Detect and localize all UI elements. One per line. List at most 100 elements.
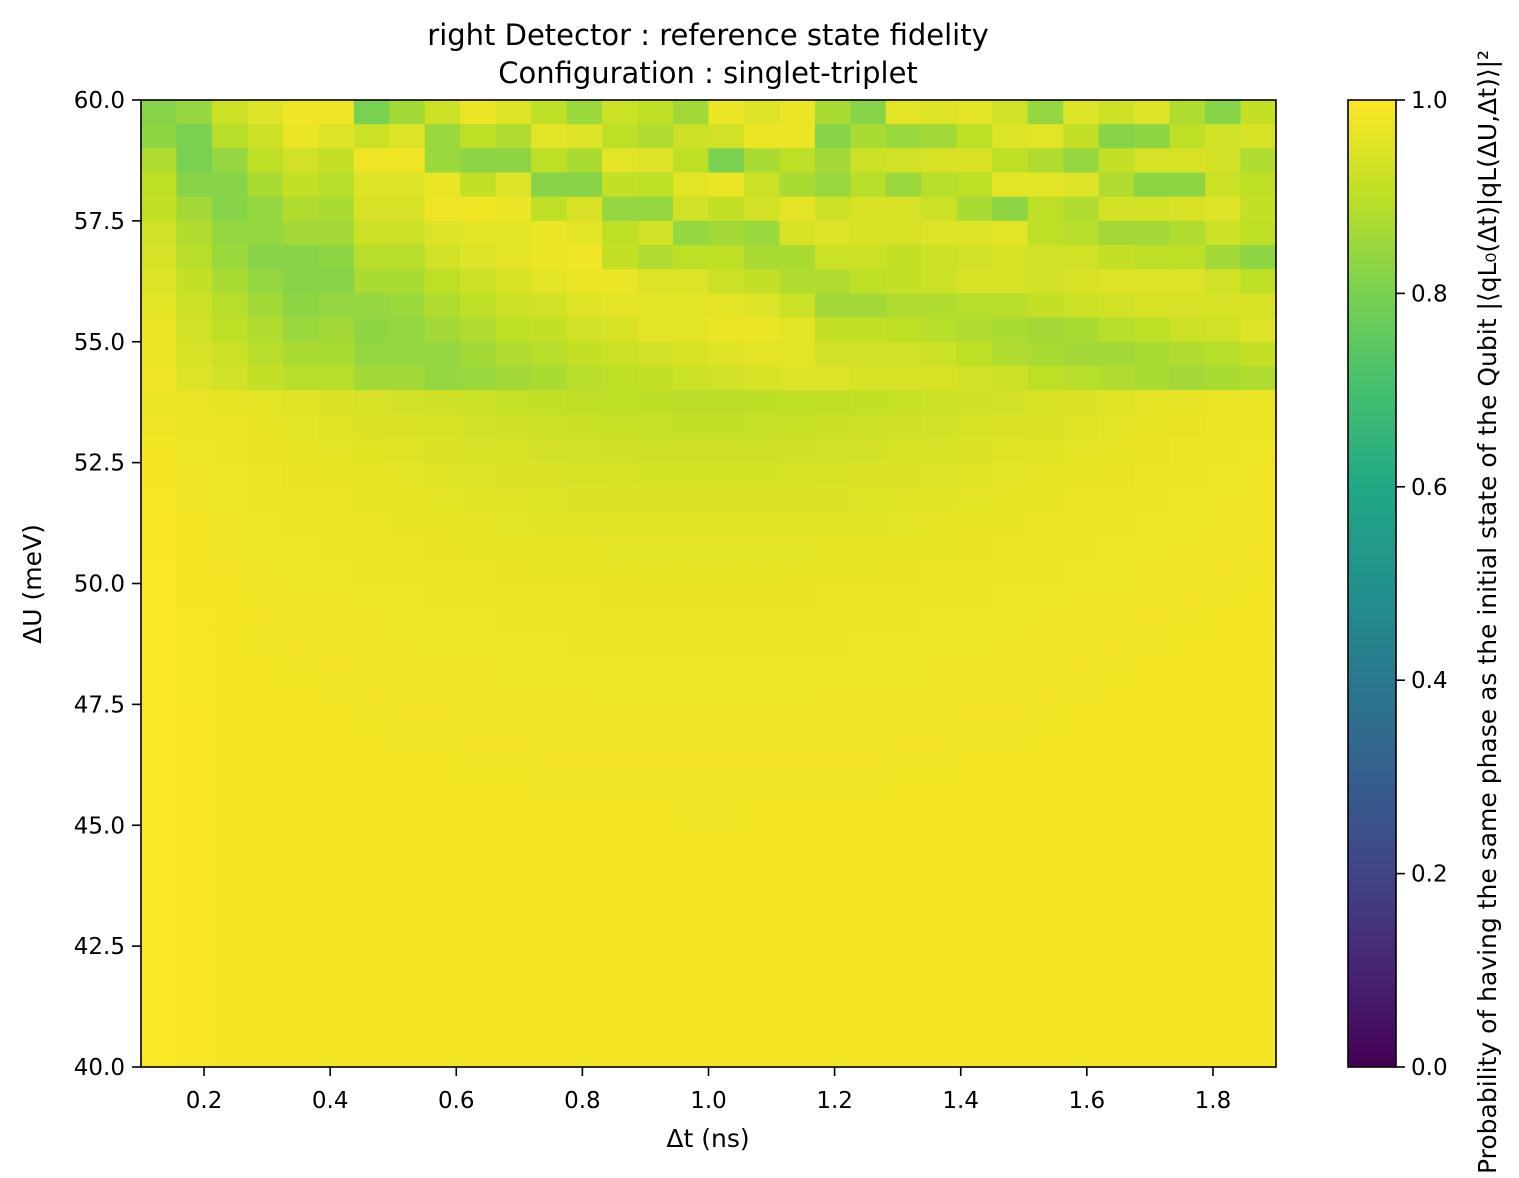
heatmap-cell: [1027, 776, 1064, 802]
heatmap-cell: [282, 607, 319, 633]
heatmap-cell: [743, 994, 781, 1020]
heatmap-cell: [211, 1018, 249, 1044]
heatmap-cell: [1169, 752, 1206, 778]
heatmap-cell: [956, 486, 993, 512]
heatmap-cell: [460, 656, 497, 681]
heatmap-cell: [1063, 438, 1100, 464]
heatmap-cell: [353, 1018, 390, 1044]
heatmap-cell: [531, 1042, 568, 1068]
heatmap-cell: [602, 994, 639, 1020]
heatmap-cell: [885, 607, 922, 633]
heatmap-cell: [566, 365, 603, 391]
heatmap-cell: [814, 994, 851, 1020]
heatmap-cell: [247, 559, 284, 585]
heatmap-cell: [176, 873, 213, 899]
heatmap-cell: [247, 801, 284, 826]
heatmap-cell: [1169, 462, 1206, 488]
heatmap-cell: [708, 172, 745, 198]
heatmap-cell: [424, 631, 461, 657]
heatmap-cell: [353, 897, 390, 923]
heatmap-cell: [956, 438, 993, 464]
heatmap-cell: [247, 921, 284, 947]
heatmap-cell: [814, 921, 851, 947]
heatmap-cell: [992, 317, 1029, 343]
heatmap-cell: [389, 100, 426, 125]
heatmap-cell: [318, 293, 355, 319]
heatmap-cell: [673, 994, 710, 1020]
heatmap-cell: [885, 100, 922, 125]
heatmap-cell: [495, 100, 532, 125]
heatmap-cell: [1134, 825, 1171, 851]
heatmap-cell: [318, 148, 355, 174]
heatmap-cell: [1240, 510, 1277, 536]
heatmap-cell: [602, 124, 639, 149]
heatmap-cell: [814, 897, 851, 923]
heatmap-cell: [1027, 414, 1064, 440]
heatmap-cell: [1098, 631, 1135, 657]
heatmap-cell: [1240, 220, 1277, 246]
heatmap-cell: [956, 390, 993, 415]
heatmap-cell: [424, 801, 461, 826]
heatmap-cell: [992, 994, 1029, 1020]
heatmap-cell: [921, 776, 958, 802]
heatmap-cell: [814, 728, 851, 754]
heatmap-cell: [673, 752, 710, 778]
heatmap-cell: [282, 196, 319, 222]
heatmap-cell: [1240, 535, 1277, 560]
heatmap-cell: [956, 1018, 993, 1044]
heatmap-cell: [779, 365, 816, 391]
x-tick-label: 0.8: [564, 1088, 601, 1114]
heatmap-cell: [318, 656, 355, 681]
heatmap-cell: [992, 897, 1029, 923]
heatmap-cell: [885, 462, 922, 488]
heatmap-cell: [460, 510, 497, 536]
heatmap-cell: [460, 414, 497, 440]
heatmap-cell: [531, 849, 568, 875]
heatmap-cell: [921, 535, 958, 560]
heatmap-cell: [708, 535, 745, 560]
heatmap-cell: [495, 317, 532, 343]
heatmap-cell: [141, 704, 178, 730]
heatmap-cell: [531, 607, 568, 633]
heatmap-cell: [708, 921, 745, 947]
heatmap-cell: [176, 631, 213, 657]
heatmap-cell: [956, 1042, 993, 1068]
heatmap-cell: [211, 510, 249, 536]
heatmap-cell: [282, 341, 319, 367]
heatmap-cell: [850, 462, 887, 488]
heatmap-cell: [141, 124, 178, 149]
heatmap-cell: [673, 269, 710, 295]
heatmap-cell: [176, 752, 213, 778]
heatmap-cell: [318, 365, 355, 391]
heatmap-cell: [850, 245, 887, 270]
heatmap-cell: [1063, 680, 1100, 705]
heatmap-cell: [673, 825, 710, 851]
heatmap-cell: [850, 583, 887, 609]
heatmap-cell: [885, 535, 922, 560]
heatmap-cell: [602, 631, 639, 657]
heatmap-cell: [1169, 631, 1206, 657]
heatmap-cell: [495, 486, 532, 512]
heatmap-cell: [637, 172, 674, 198]
heatmap-cell: [1027, 897, 1064, 923]
heatmap-cell: [495, 269, 532, 295]
heatmap-cell: [495, 462, 532, 488]
heatmap-cell: [1240, 462, 1277, 488]
heatmap-cell: [282, 124, 319, 149]
heatmap-cell: [566, 801, 603, 826]
heatmap-cell: [353, 220, 390, 246]
heatmap-cell: [1098, 849, 1135, 875]
heatmap-cell: [1169, 559, 1206, 585]
heatmap-cell: [141, 390, 178, 415]
heatmap-cell: [176, 148, 213, 174]
heatmap-cell: [353, 801, 390, 826]
heatmap-cell: [247, 994, 284, 1020]
heatmap-cell: [956, 172, 993, 198]
heatmap-cell: [602, 293, 639, 319]
heatmap-cell: [531, 462, 568, 488]
heatmap-cell: [885, 970, 922, 996]
heatmap-cell: [282, 728, 319, 754]
heatmap-cell: [956, 414, 993, 440]
heatmap-cell: [211, 607, 249, 633]
heatmap-cell: [992, 970, 1029, 996]
